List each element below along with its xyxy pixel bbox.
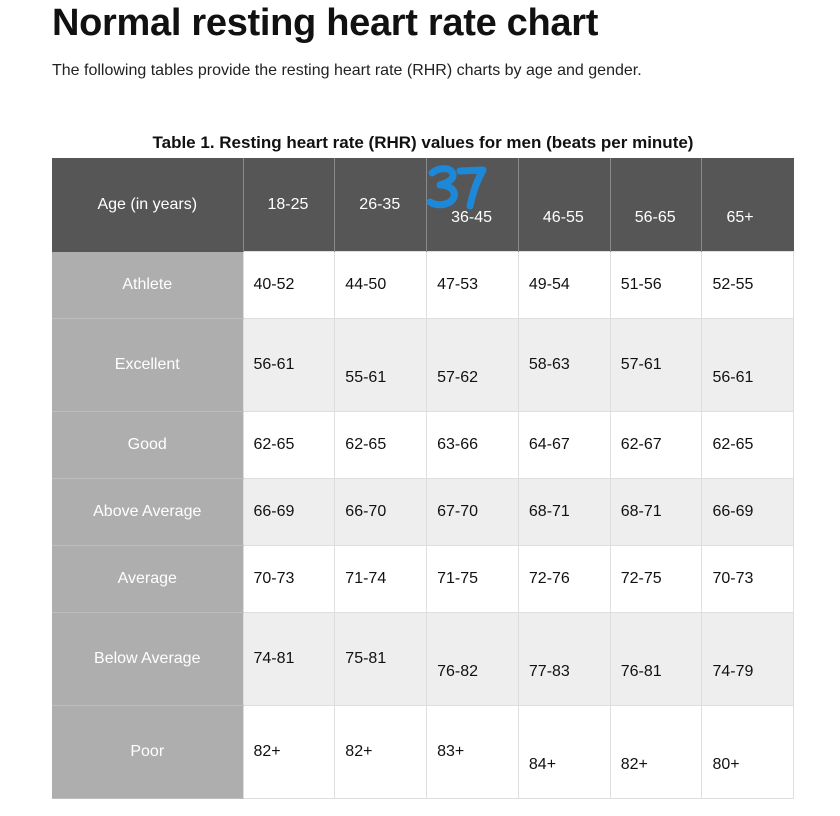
- table-cell: 68-71: [609, 478, 703, 546]
- table-cell: 82+: [334, 705, 428, 799]
- table-cell: 72-76: [517, 545, 611, 613]
- table-cell: 74-81: [242, 612, 336, 706]
- table-cell: 49-54: [517, 251, 611, 319]
- table-cell: 62-65: [701, 411, 795, 479]
- table-cell: 55-61: [334, 318, 428, 412]
- table-row-average: Average 70-73 71-74 71-75 72-76 72-75 70…: [52, 545, 795, 613]
- table-cell: 71-75: [426, 545, 519, 613]
- table-cell: 67-70: [426, 478, 519, 546]
- row-label: Good: [52, 411, 243, 479]
- table-row-athlete: Athlete 40-52 44-50 47-53 49-54 51-56 52…: [52, 251, 795, 319]
- table-row-poor: Poor 82+ 82+ 83+ 84+ 82+ 80+: [52, 705, 795, 799]
- header-26-35: 26-35: [334, 158, 428, 252]
- header-18-25: 18-25: [243, 158, 336, 252]
- table-cell: 58-63: [517, 318, 611, 412]
- table-cell: 77-83: [517, 612, 611, 706]
- table-cell: 70-73: [701, 545, 795, 613]
- header-56-65: 56-65: [610, 158, 703, 252]
- table-cell: 51-56: [609, 251, 703, 319]
- table-row-above-average: Above Average 66-69 66-70 67-70 68-71 68…: [52, 478, 795, 546]
- page-title: Normal resting heart rate chart: [52, 2, 599, 44]
- table-cell: 44-50: [334, 251, 428, 319]
- table-row-excellent: Excellent 56-61 55-61 57-62 58-63 57-61 …: [52, 318, 795, 412]
- table-cell: 57-62: [426, 318, 519, 412]
- table-cell: 72-75: [609, 545, 703, 613]
- table-cell: 76-82: [426, 612, 519, 706]
- table-cell: 66-69: [242, 478, 336, 546]
- table-cell: 64-67: [517, 411, 611, 479]
- table-cell: 63-66: [426, 411, 519, 479]
- table-caption: Table 1. Resting heart rate (RHR) values…: [152, 133, 694, 152]
- rhr-men-table: Age (in years) 18-25 26-35 36-45 46-55 5…: [52, 158, 795, 799]
- header-36-45: 36-45: [426, 158, 519, 252]
- table-cell: 82+: [242, 705, 336, 799]
- header-age: Age (in years): [52, 158, 244, 252]
- table-cell: 62-65: [242, 411, 336, 479]
- row-label: Average: [52, 545, 243, 613]
- row-label: Poor: [52, 705, 243, 799]
- header-46-55: 46-55: [518, 158, 611, 252]
- header-65-plus: 65+: [701, 158, 794, 252]
- intro-paragraph: The following tables provide the resting…: [52, 62, 642, 79]
- table-cell: 71-74: [334, 545, 428, 613]
- table-row-good: Good 62-65 62-65 63-66 64-67 62-67 62-65: [52, 411, 795, 479]
- table-cell: 66-70: [334, 478, 428, 546]
- table-cell: 80+: [701, 705, 795, 799]
- table-cell: 56-61: [701, 318, 795, 412]
- table-cell: 40-52: [242, 251, 336, 319]
- row-label: Athlete: [52, 251, 243, 319]
- table-cell: 62-67: [609, 411, 703, 479]
- table-cell: 75-81: [334, 612, 428, 706]
- row-label: Above Average: [52, 478, 243, 546]
- table-cell: 84+: [517, 705, 611, 799]
- table-cell: 66-69: [701, 478, 795, 546]
- table-cell: 70-73: [242, 545, 336, 613]
- table-cell: 52-55: [701, 251, 795, 319]
- table-row-below-average: Below Average 74-81 75-81 76-82 77-83 76…: [52, 612, 795, 706]
- table-cell: 68-71: [517, 478, 611, 546]
- table-cell: 82+: [609, 705, 703, 799]
- row-label: Excellent: [52, 318, 243, 412]
- table-cell: 83+: [426, 705, 519, 799]
- table-cell: 57-61: [609, 318, 703, 412]
- table-cell: 76-81: [609, 612, 703, 706]
- table-cell: 74-79: [701, 612, 795, 706]
- table-cell: 56-61: [242, 318, 336, 412]
- table-cell: 47-53: [426, 251, 519, 319]
- table-header-row: Age (in years) 18-25 26-35 36-45 46-55 5…: [52, 158, 794, 252]
- row-label: Below Average: [52, 612, 243, 706]
- table-cell: 62-65: [334, 411, 428, 479]
